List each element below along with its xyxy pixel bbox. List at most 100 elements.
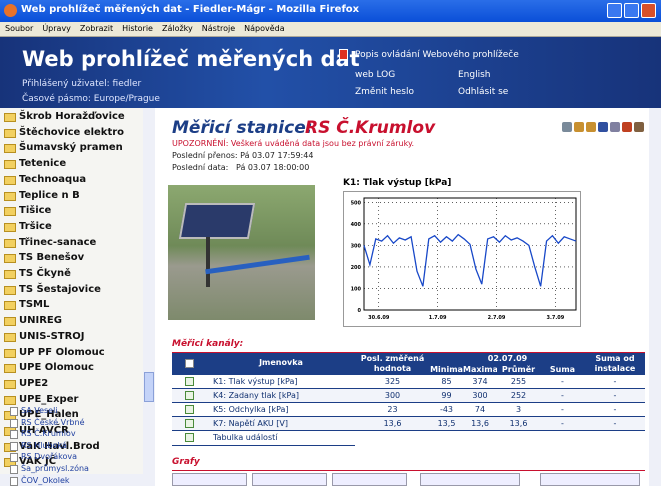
sidebar-item[interactable]: TS Šestajovice (19, 284, 101, 295)
sidebar-subitem[interactable]: RS Č.Krumlov (21, 429, 76, 438)
sidebar-item[interactable]: UNIREG (19, 315, 62, 326)
sidebar-item[interactable]: TSML (19, 299, 49, 310)
header-link[interactable]: Změnit heslo (355, 87, 414, 97)
site-title: Web prohlížeč měřených dat (22, 47, 360, 71)
last-data: Poslední data: Pá 03.07 18:00:00 (172, 163, 309, 172)
header-checkbox[interactable] (185, 359, 194, 368)
toolbar-icon[interactable] (586, 122, 596, 132)
graph-tab[interactable] (252, 473, 327, 486)
sidebar-item[interactable]: Tišice (19, 205, 51, 216)
sidebar-item[interactable]: Teplice n B (19, 190, 80, 201)
row-checkbox[interactable] (185, 377, 194, 386)
folder-icon (4, 254, 16, 263)
sidebar-scrollbar[interactable] (143, 108, 155, 474)
warning: UPOZORNĚNÍ: Veškerá uváděná data jsou be… (172, 139, 414, 148)
solar-panel (179, 203, 255, 239)
x-tick-label: 1.7.09 (429, 315, 447, 321)
maximize-button[interactable] (624, 3, 639, 18)
sidebar-item[interactable]: Škrob Horažďovice (19, 111, 125, 122)
toolbar-icon[interactable] (622, 122, 632, 132)
page-scrollbar[interactable] (649, 108, 661, 486)
sidebar-subitem[interactable]: ČOV_Okolek (21, 476, 70, 485)
header-link[interactable]: Odhlásit se (458, 87, 508, 97)
folder-icon (4, 239, 16, 248)
table-cell: K4: Zadany tlak [kPa] (213, 391, 355, 400)
folder-icon (4, 333, 16, 342)
sidebar-item[interactable]: UP PF Olomouc (19, 347, 105, 358)
menu-item[interactable]: Historie (122, 24, 153, 33)
column-header: Maxima (463, 364, 497, 375)
chart: 010020030040050030.6.091.7.092.7.093.7.0… (343, 191, 581, 327)
app-icon (4, 4, 17, 17)
sidebar-subitem[interactable]: Ša_průmysl.zóna (21, 464, 89, 473)
toolbar-icon[interactable] (562, 122, 572, 132)
table-cell: 300 (463, 391, 497, 400)
close-button[interactable] (641, 3, 656, 18)
sidebar-subitem[interactable]: RS České Vrbné (21, 418, 85, 427)
menu-item[interactable]: Soubor (5, 24, 33, 33)
last-transfer: Poslední přenos: Pá 03.07 17:59:44 (172, 151, 313, 160)
x-tick-label: 30.6.09 (368, 315, 390, 321)
sidebar-subitem[interactable]: RS Dvořákova (21, 452, 77, 461)
row-checkbox[interactable] (185, 433, 194, 442)
panel-pole (206, 237, 210, 287)
row-checkbox[interactable] (185, 419, 194, 428)
sidebar-item[interactable]: UPE Olomouc (19, 362, 94, 373)
table-cell: - (585, 377, 645, 386)
row-checkbox[interactable] (185, 405, 194, 414)
help-icon (339, 49, 348, 60)
sidebar-item[interactable]: Šumavský pramen (19, 142, 123, 153)
menu-item[interactable]: Zobrazit (80, 24, 113, 33)
table-cell: - (585, 405, 645, 414)
graph-tab[interactable] (540, 473, 640, 486)
folder-icon (4, 176, 16, 185)
y-tick-label: 300 (351, 243, 362, 249)
menu-item[interactable]: Záložky (162, 24, 193, 33)
sidebar-subitem[interactable]: RS Hluboká (21, 441, 67, 450)
sidebar-item[interactable]: UPE_Exper (19, 394, 78, 405)
station-label: Měřicí stanice: (172, 118, 313, 138)
menu-item[interactable]: Úpravy (42, 24, 71, 33)
y-tick-label: 400 (351, 222, 362, 228)
sidebar-item[interactable]: Třinec-sanace (19, 237, 96, 248)
table-cell: 252 (497, 391, 540, 400)
header-link[interactable]: Popis ovládání Webového prohlížeče (355, 50, 519, 60)
sidebar-item[interactable]: Tršice (19, 221, 52, 232)
column-header: Minima (430, 364, 463, 375)
header-link[interactable]: web LOG (355, 70, 395, 80)
sidebar-subitem[interactable]: SA Veseli (21, 406, 58, 415)
header-link[interactable]: English (458, 70, 491, 80)
minimize-button[interactable] (607, 3, 622, 18)
table-cell: 74 (463, 405, 497, 414)
graph-tab[interactable] (172, 473, 247, 486)
table-cell: - (540, 377, 585, 386)
row-checkbox[interactable] (185, 391, 194, 400)
table-cell: - (540, 405, 585, 414)
folder-icon (4, 364, 16, 373)
column-header: Průměr (497, 364, 540, 375)
sidebar-item[interactable]: Štěchovice elektro (19, 127, 124, 138)
table-cell: 374 (463, 377, 497, 386)
sidebar-item[interactable]: UPE2 (19, 378, 48, 389)
folder-icon (4, 207, 16, 216)
sidebar-item[interactable]: TS Benešov (19, 252, 84, 263)
window-title: Web prohlížeč měřených dat - Fiedler-Mág… (21, 4, 359, 15)
toolbar-icon[interactable] (598, 122, 608, 132)
events-link[interactable]: Tabulka událostí (213, 433, 277, 442)
toolbar-icon[interactable] (610, 122, 620, 132)
sidebar-item[interactable]: UNIS-STROJ (19, 331, 85, 342)
menu-item[interactable]: Nástroje (202, 24, 235, 33)
toolbar-icon[interactable] (574, 122, 584, 132)
chart-title: K1: Tlak výstup [kPa] (343, 178, 451, 188)
toolbar-icon[interactable] (634, 122, 644, 132)
graph-tab[interactable] (332, 473, 407, 486)
graph-tab[interactable] (420, 473, 520, 486)
sidebar-item[interactable]: Technoaqua (19, 174, 86, 185)
y-tick-label: 0 (358, 308, 362, 314)
sidebar-item[interactable]: TS Čkyně (19, 268, 71, 279)
menu-item[interactable]: Nápověda (244, 24, 285, 33)
sidebar-item[interactable]: Tetenice (19, 158, 66, 169)
folder-icon (4, 301, 16, 310)
table-cell: 13,6 (463, 419, 497, 428)
sidebar-scroll-thumb[interactable] (144, 372, 154, 402)
